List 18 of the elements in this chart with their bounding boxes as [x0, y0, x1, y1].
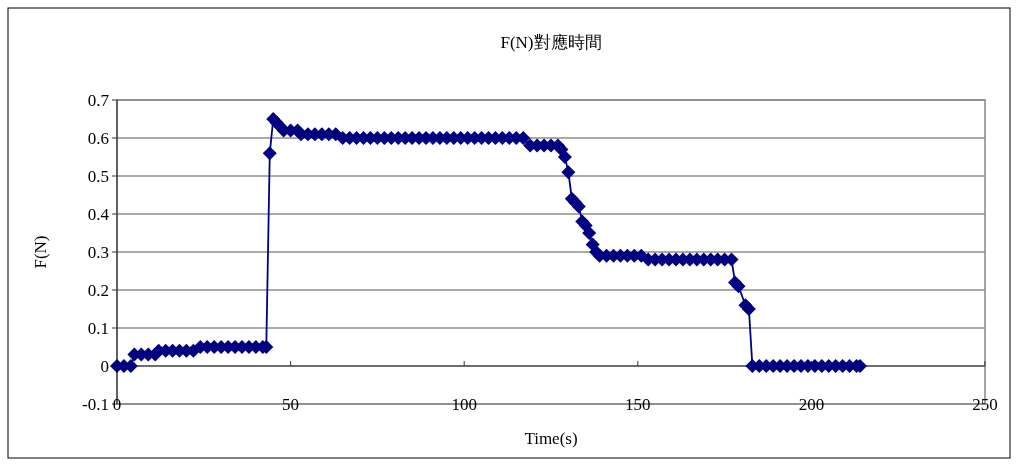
y-tick-label: 0.1 — [87, 319, 109, 338]
y-tick-label: 0 — [100, 357, 109, 376]
x-tick-label: 200 — [798, 395, 825, 414]
chart-title: F(N)對應時間 — [500, 33, 602, 52]
y-tick-label: 0.2 — [87, 281, 109, 300]
y-tick-label: 0.4 — [87, 205, 110, 224]
y-tick-label: 0.6 — [87, 129, 109, 148]
y-tick-label: 0.3 — [87, 243, 109, 262]
x-tick-label: 50 — [282, 395, 300, 414]
y-axis-title: F(N) — [31, 235, 50, 269]
x-tick-label: 100 — [451, 395, 477, 414]
y-tick-label: -0.1 — [82, 395, 109, 414]
y-tick-label: 0.7 — [87, 91, 110, 110]
x-tick-label: 150 — [625, 395, 651, 414]
y-tick-label: 0.5 — [87, 167, 109, 186]
x-tick-label: 250 — [972, 395, 998, 414]
x-tick-label: 0 — [112, 395, 122, 414]
x-axis-title: Time(s) — [524, 429, 578, 448]
